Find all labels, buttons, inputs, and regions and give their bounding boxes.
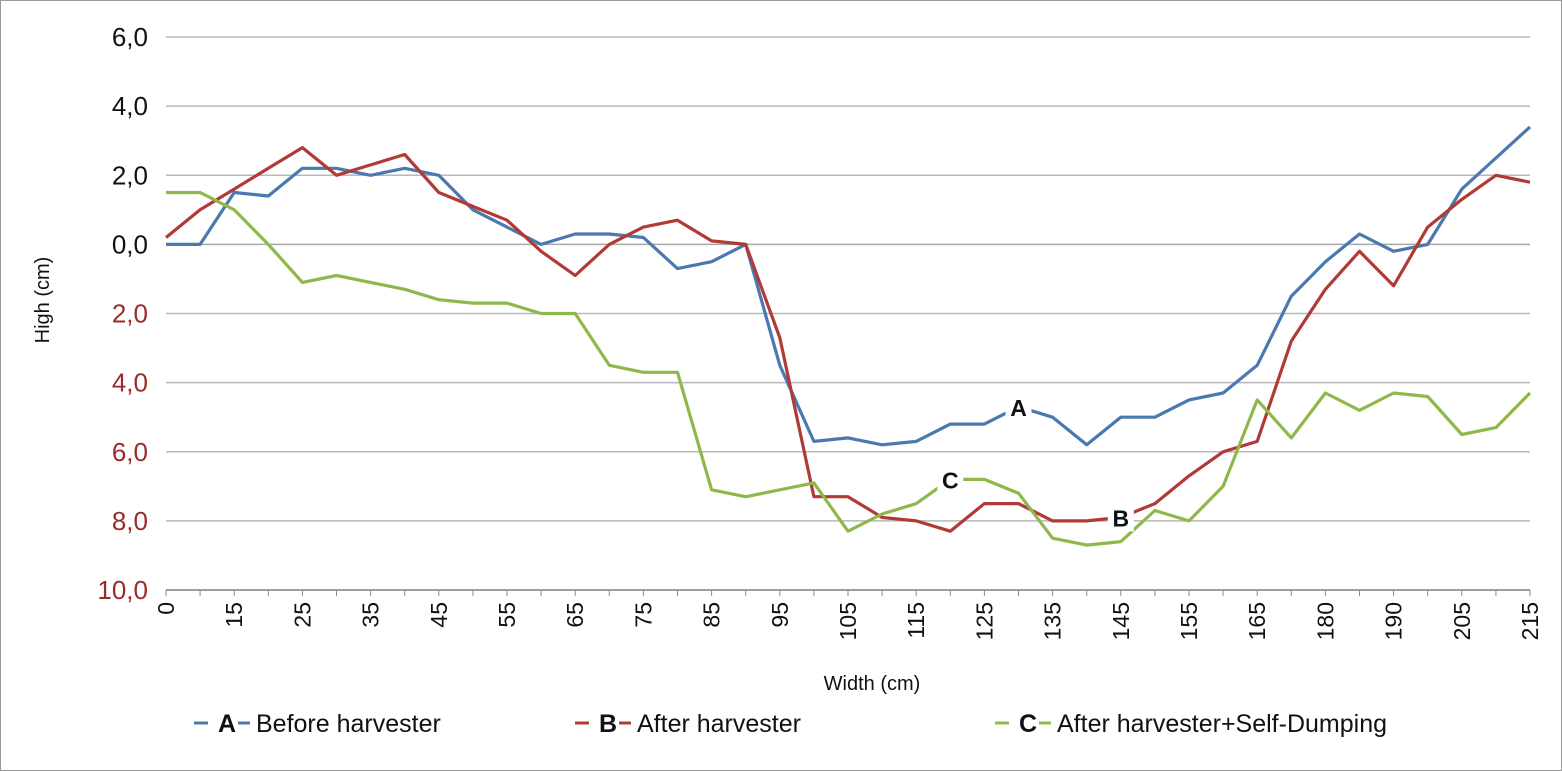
curve-label-bg: [937, 465, 964, 494]
y-tick-label: 8,0: [112, 506, 148, 536]
x-tick-label: 65: [562, 602, 588, 628]
legend-label: Before harvester: [256, 710, 441, 738]
y-tick-label: 4,0: [112, 368, 148, 398]
x-tick-label: 105: [835, 602, 861, 640]
x-tick-label: 15: [221, 602, 247, 628]
x-tick-label: 215: [1517, 602, 1543, 640]
y-tick-label: 6,0: [112, 22, 148, 52]
curve-label-bg: [1005, 392, 1032, 421]
legend-item-a: A Before harvester: [194, 710, 441, 738]
curve-labels: A B C: [937, 392, 1134, 532]
x-tick-label: 75: [630, 602, 656, 628]
legend: A Before harvester B After harvester C After …: [194, 710, 1387, 738]
curve-label-a: A: [1010, 395, 1027, 421]
x-tick-label: 205: [1449, 602, 1475, 640]
series-line-a: [166, 125, 1532, 447]
series-line-b: [164, 146, 1531, 533]
x-tick-label: 145: [1108, 602, 1134, 640]
y-tick-label: 6,0: [112, 437, 148, 467]
x-tick-label: 155: [1176, 602, 1202, 640]
x-tick-label: 45: [426, 602, 452, 628]
curve-label-c: C: [942, 467, 959, 493]
legend-item-b: B After harvester: [575, 710, 801, 738]
y-tick-label: 0,0: [112, 229, 148, 259]
y-tick-label: 2,0: [112, 299, 148, 329]
x-tick-label: 0: [153, 602, 179, 615]
y-axis-ticks: 6,0 4,0 2,0 0,0 2,0 4,0 6,0 8,0 10,0: [97, 22, 148, 605]
series-lines: [164, 125, 1532, 547]
y-tick-label: 10,0: [97, 575, 148, 605]
x-tick-label: 25: [289, 602, 315, 628]
legend-letter: C: [1019, 710, 1037, 738]
y-tick-label: 4,0: [112, 91, 148, 121]
grid-lines: [166, 36, 1530, 591]
y-tick-label: 2,0: [112, 160, 148, 190]
y-axis-label: High (cm): [32, 257, 54, 344]
x-tick-label: 55: [494, 602, 520, 628]
x-tick-label: 125: [971, 602, 997, 640]
legend-label: After harvester: [637, 710, 801, 738]
x-tick-label: 135: [1040, 602, 1066, 640]
legend-item-c: C After harvester+Self-Dumping: [995, 710, 1387, 738]
x-tick-label: 95: [767, 602, 793, 628]
x-tick-label: 35: [358, 602, 384, 628]
curve-label-bg: [1107, 503, 1134, 532]
x-axis-label: Width (cm): [824, 673, 921, 695]
series-line-c: [166, 190, 1532, 547]
legend-letter: A: [218, 710, 236, 738]
x-tick-label: 165: [1244, 602, 1270, 640]
x-tick-label: 115: [903, 602, 929, 639]
curve-label-b: B: [1112, 505, 1129, 531]
x-tick-label: 180: [1312, 602, 1338, 640]
legend-label: After harvester+Self-Dumping: [1057, 710, 1387, 738]
legend-letter: B: [599, 710, 617, 738]
x-tick-label: 190: [1381, 602, 1407, 640]
x-tick-label: 85: [699, 602, 725, 628]
x-axis: 0 15 25 35 45 55 65 75 85 95 105 115 125 135 145 155 165…: [153, 589, 1543, 640]
